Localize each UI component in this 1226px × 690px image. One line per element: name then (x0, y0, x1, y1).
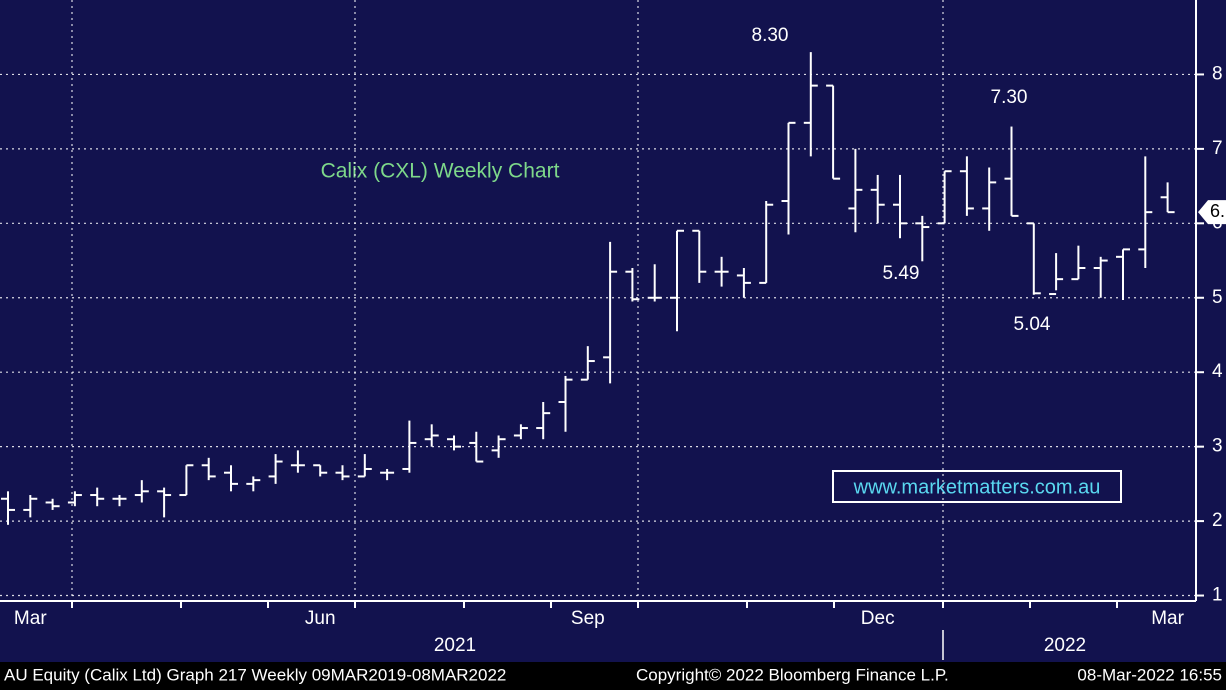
watermark: www.marketmatters.com.au (853, 476, 1101, 498)
x-tick-label: Mar (1151, 608, 1184, 629)
year-label: 2022 (1044, 635, 1086, 656)
background (0, 0, 1226, 662)
watermark-box (832, 470, 1122, 503)
x-tick-label: Dec (861, 608, 895, 629)
y-tick-label: 4 (1212, 361, 1223, 382)
last-price-label: 6. (1210, 201, 1225, 221)
x-tick-label: Sep (571, 608, 605, 629)
annotation: 5.49 (883, 263, 920, 284)
chart-title: Calix (CXL) Weekly Chart (321, 160, 560, 183)
annotation: 7.30 (991, 87, 1028, 108)
y-tick-label: 8 (1212, 63, 1223, 84)
y-tick-label: 2 (1212, 510, 1223, 531)
footer-left: AU Equity (Calix Ltd) Graph 217 Weekly 0… (4, 665, 506, 684)
last-price-tag (1198, 200, 1226, 225)
y-tick-label: 5 (1212, 287, 1223, 308)
footer-center: Copyright© 2022 Bloomberg Finance L.P. (636, 665, 949, 684)
footer-right: 08-Mar-2022 16:55 (1077, 665, 1222, 684)
y-tick-label: 1 (1212, 585, 1223, 606)
y-tick-label: 3 (1212, 436, 1223, 457)
x-tick-label: Jun (305, 608, 336, 629)
footer-bar (0, 662, 1226, 690)
y-tick-label: 7 (1212, 138, 1223, 159)
x-tick-label: Mar (14, 608, 47, 629)
annotation: 5.04 (1014, 314, 1051, 335)
annotation: 8.30 (752, 25, 789, 46)
year-label: 2021 (434, 635, 476, 656)
